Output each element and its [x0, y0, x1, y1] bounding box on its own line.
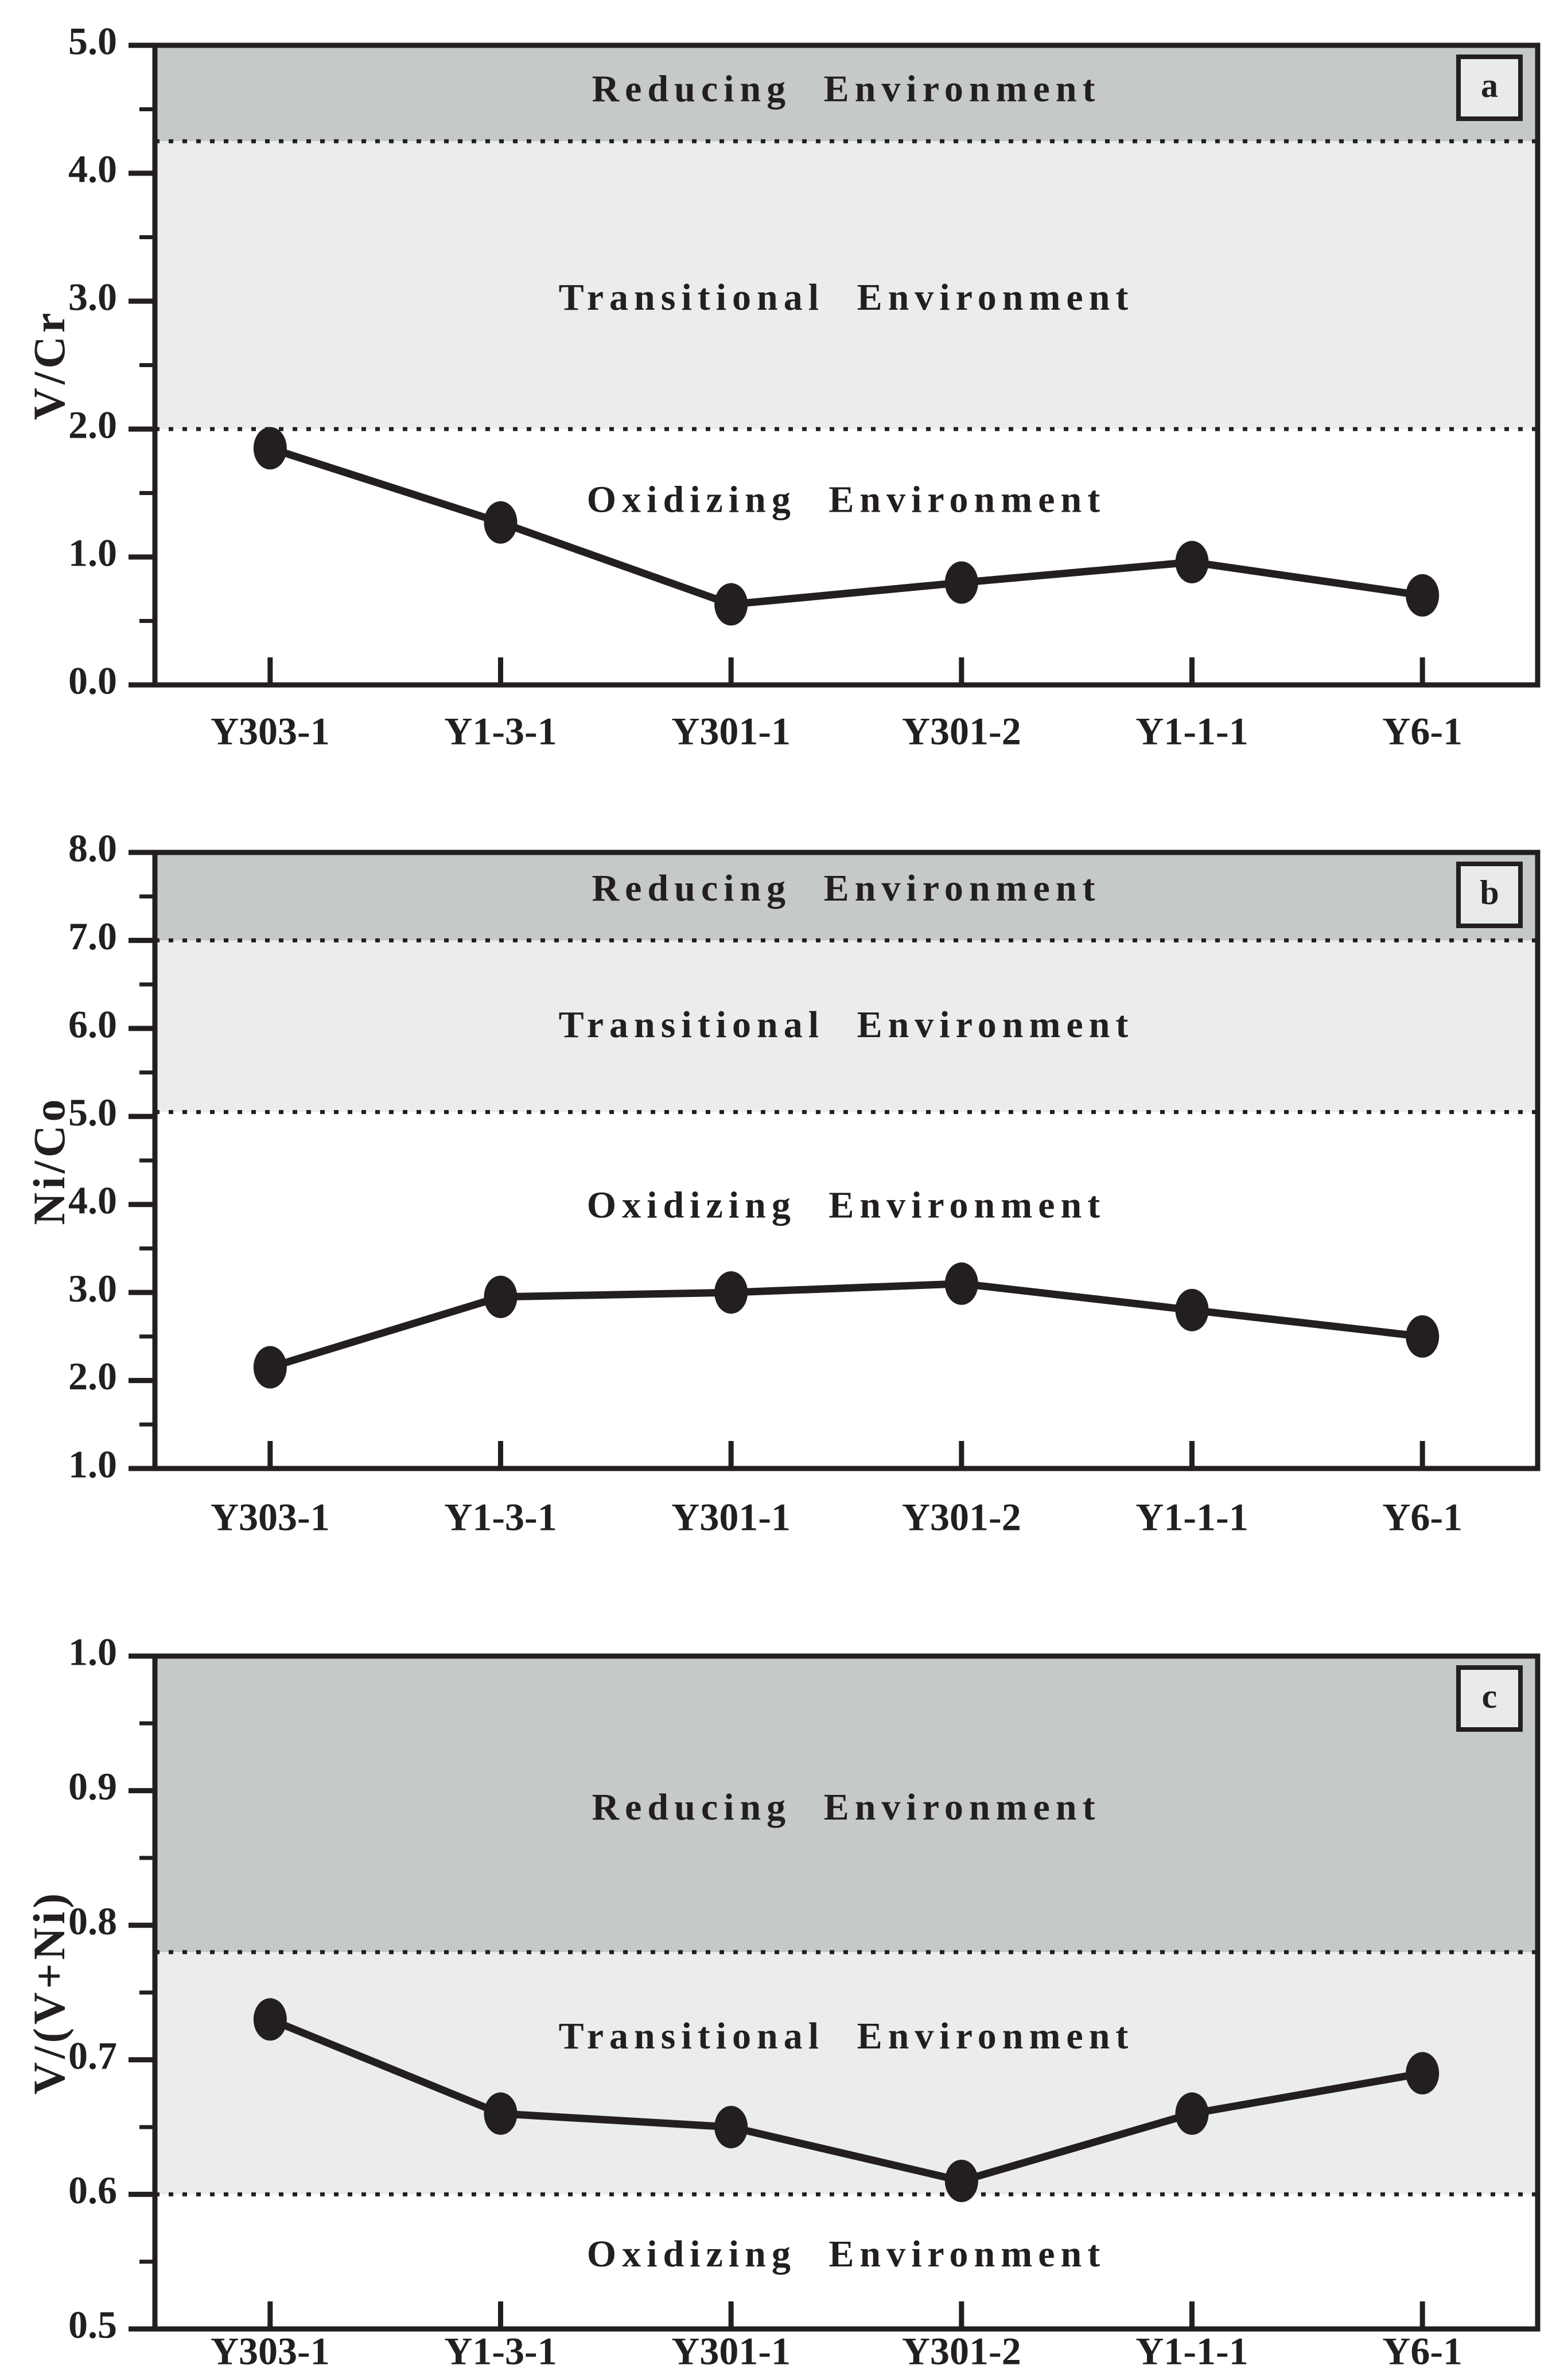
y-tick-label: 1.0 — [68, 1630, 117, 1674]
y-tick-label: 0.8 — [68, 1899, 117, 1943]
x-tick-label: Y1-1-1 — [1135, 1495, 1248, 1539]
x-tick-label: Y301-2 — [902, 2330, 1021, 2373]
series-line — [266, 1280, 1426, 1372]
data-point-marker — [714, 583, 748, 626]
zone-band-oxidizing — [155, 2194, 1538, 2329]
panel-letter: a — [1481, 67, 1498, 104]
x-tick-label: Y301-1 — [671, 1495, 791, 1539]
x-tick-label: Y1-1-1 — [1135, 2330, 1248, 2373]
y-tick-label: 5.0 — [68, 20, 117, 63]
zone-label: Reducing Environment — [592, 68, 1100, 110]
x-tick-label: Y1-3-1 — [444, 1495, 557, 1539]
y-tick-label: 2.0 — [68, 1354, 117, 1398]
data-point-marker — [1175, 1288, 1209, 1331]
zone-label: Transitional Environment — [559, 2015, 1134, 2057]
zone-band-transitional — [155, 940, 1538, 1112]
y-axis-title-c: V/(V+Ni) — [24, 1890, 74, 2095]
data-point-marker — [714, 1271, 748, 1314]
y-tick-label: 0.0 — [68, 659, 117, 703]
x-tick-label: Y301-1 — [671, 710, 791, 753]
x-tick-label: Y303-1 — [211, 710, 330, 753]
y-tick-label: 6.0 — [68, 1002, 117, 1046]
x-tick-label: Y1-3-1 — [444, 710, 557, 753]
data-point-marker — [1406, 1315, 1440, 1358]
y-axis-title-a: V/Cr — [24, 309, 74, 420]
zone-band-oxidizing — [155, 429, 1538, 685]
zone-label: Transitional Environment — [559, 1004, 1134, 1046]
zone-band-reducing — [155, 45, 1538, 142]
panel-letter-box — [1456, 1665, 1523, 1732]
y-axis-title-b: Ni/Co — [24, 1096, 74, 1225]
x-tick-label: Y1-3-1 — [444, 2330, 557, 2373]
data-point-marker — [253, 1998, 287, 2041]
data-point-marker — [484, 1275, 518, 1318]
series-line — [266, 444, 1426, 609]
y-tick-label: 8.0 — [68, 827, 117, 870]
y-tick-label: 2.0 — [68, 403, 117, 447]
data-point-marker — [253, 427, 287, 470]
data-point-marker — [1175, 540, 1209, 583]
x-tick-label: Y303-1 — [211, 1495, 330, 1539]
y-tick-label: 3.0 — [68, 1267, 117, 1310]
zone-label: Oxidizing Environment — [587, 478, 1106, 520]
data-point-marker — [944, 1262, 978, 1305]
x-tick-label: Y6-1 — [1382, 1495, 1462, 1539]
x-tick-label: Y301-2 — [902, 1495, 1021, 1539]
y-tick-label: 4.0 — [68, 1178, 117, 1222]
data-point-marker — [484, 2092, 518, 2135]
y-tick-label: 4.0 — [68, 147, 117, 191]
zone-band-transitional — [155, 1952, 1538, 2195]
zone-band-reducing — [155, 852, 1538, 941]
x-tick-label: Y6-1 — [1382, 710, 1462, 753]
zone-label: Reducing Environment — [592, 1786, 1100, 1828]
data-point-marker — [484, 501, 518, 544]
zone-label: Reducing Environment — [592, 867, 1100, 909]
y-tick-label: 1.0 — [68, 531, 117, 575]
zone-band-transitional — [155, 141, 1538, 429]
y-tick-label: 5.0 — [68, 1090, 117, 1134]
data-point-marker — [944, 2159, 978, 2202]
x-tick-label: Y6-1 — [1382, 2330, 1462, 2373]
y-tick-label: 0.9 — [68, 1764, 117, 1808]
data-point-marker — [1406, 574, 1440, 617]
y-tick-label: 1.0 — [68, 1443, 117, 1486]
zone-label: Oxidizing Environment — [587, 1185, 1106, 1226]
y-tick-label: 0.6 — [68, 2168, 117, 2212]
series-line — [266, 2015, 1426, 2185]
panel-letter: c — [1482, 1677, 1497, 1715]
y-tick-label: 3.0 — [68, 275, 117, 319]
y-tick-label: 0.7 — [68, 2034, 117, 2077]
panel-letter-box — [1456, 54, 1523, 121]
data-point-marker — [253, 1346, 287, 1389]
data-point-marker — [944, 561, 978, 604]
zone-label: Transitional Environment — [559, 276, 1134, 318]
zone-label: Oxidizing Environment — [587, 2233, 1106, 2275]
x-tick-label: Y301-1 — [671, 2330, 791, 2373]
y-tick-label: 7.0 — [68, 914, 117, 958]
x-tick-label: Y303-1 — [211, 2330, 330, 2373]
data-point-marker — [714, 2106, 748, 2149]
panel-letter: b — [1480, 874, 1499, 912]
panel-letter-box — [1456, 862, 1523, 928]
data-point-marker — [1175, 2092, 1209, 2135]
zone-band-reducing — [155, 1656, 1538, 1953]
x-tick-label: Y301-2 — [902, 710, 1021, 753]
data-point-marker — [1406, 2052, 1440, 2095]
y-tick-label: 0.5 — [68, 2303, 117, 2347]
x-tick-label: Y1-1-1 — [1135, 710, 1248, 753]
